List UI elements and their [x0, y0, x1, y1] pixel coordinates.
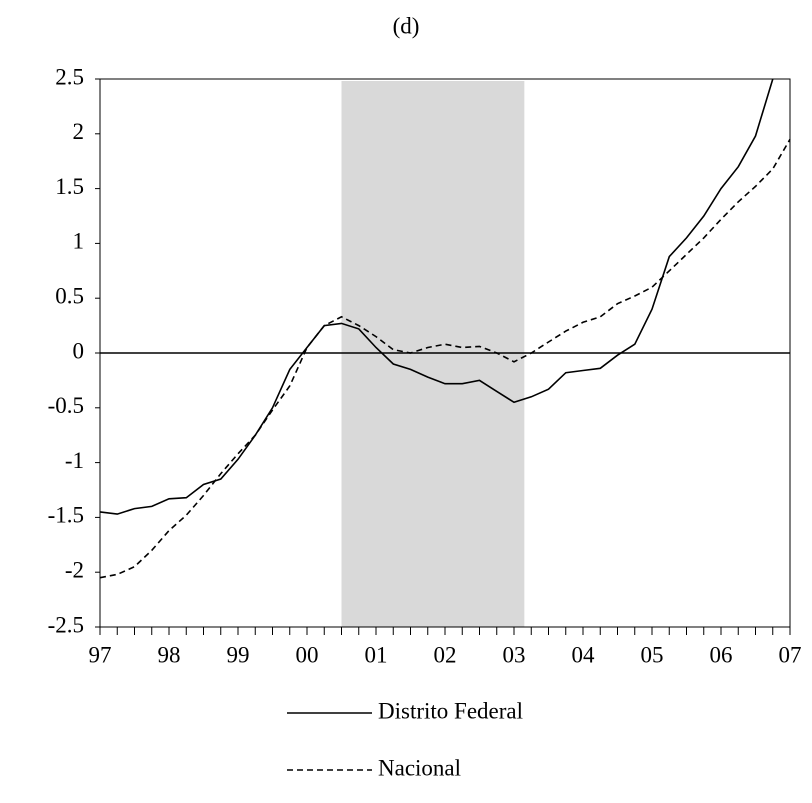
series-line [99, 138, 791, 579]
chart-title: (d) [393, 13, 420, 38]
y-tick-label: 2 [73, 119, 85, 144]
y-tick-label: -2 [65, 557, 84, 582]
x-tick-label: 02 [434, 642, 457, 667]
y-tick-label: -2.5 [48, 612, 84, 637]
x-tick-label: 01 [365, 642, 388, 667]
x-tick-label: 97 [89, 642, 112, 667]
x-tick-label: 98 [158, 642, 181, 667]
x-tick-label: 05 [641, 642, 664, 667]
y-tick-label: 2.5 [55, 64, 84, 89]
y-tick-label: 0 [73, 338, 85, 363]
y-tick-label: 1 [73, 229, 85, 254]
shaded-period [341, 81, 525, 627]
x-tick-label: 07 [779, 642, 802, 667]
legend-label: Distrito Federal [378, 698, 523, 723]
series-line [99, 78, 774, 515]
x-tick-label: 00 [296, 642, 319, 667]
y-tick-label: -1 [65, 448, 84, 473]
legend-label: Nacional [378, 755, 461, 780]
y-tick-label: 0.5 [55, 283, 84, 308]
y-tick-label: -0.5 [48, 393, 84, 418]
y-tick-label: -1.5 [48, 503, 84, 528]
x-tick-label: 03 [503, 642, 526, 667]
x-tick-label: 04 [572, 642, 596, 667]
x-tick-label: 99 [227, 642, 250, 667]
y-tick-label: 1.5 [55, 174, 84, 199]
x-tick-label: 06 [710, 642, 733, 667]
